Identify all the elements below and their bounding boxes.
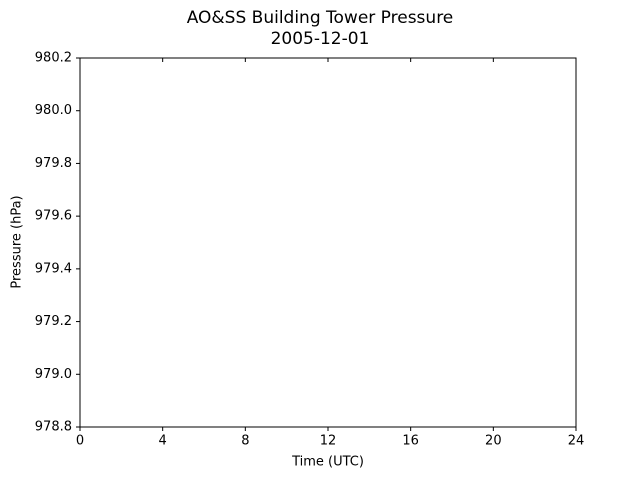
y-tick-label: 979.2 (35, 314, 72, 329)
x-tick-label: 20 (485, 434, 502, 449)
x-axis-label: Time (UTC) (291, 455, 364, 470)
plot-frame (79, 57, 577, 428)
y-tick-label: 979.8 (35, 156, 72, 171)
y-axis-label: Pressure (hPa) (10, 195, 25, 288)
y-tick-label: 978.8 (35, 420, 72, 435)
y-tick-label: 979.4 (35, 261, 72, 276)
y-tick-label: 979.6 (35, 209, 72, 224)
x-tick-label: 0 (76, 434, 84, 449)
x-tick-label: 12 (320, 434, 337, 449)
x-tick-label: 16 (402, 434, 419, 449)
y-tick-label: 980.2 (35, 51, 72, 66)
y-tick-label: 979.0 (35, 367, 72, 382)
chart-subtitle: 2005-12-01 (271, 29, 370, 49)
x-tick-label: 4 (159, 434, 167, 449)
chart-title: AO&SS Building Tower Pressure (187, 8, 454, 28)
x-tick-label: 24 (568, 434, 585, 449)
y-tick-label: 980.0 (35, 103, 72, 118)
x-tick-label: 8 (241, 434, 249, 449)
